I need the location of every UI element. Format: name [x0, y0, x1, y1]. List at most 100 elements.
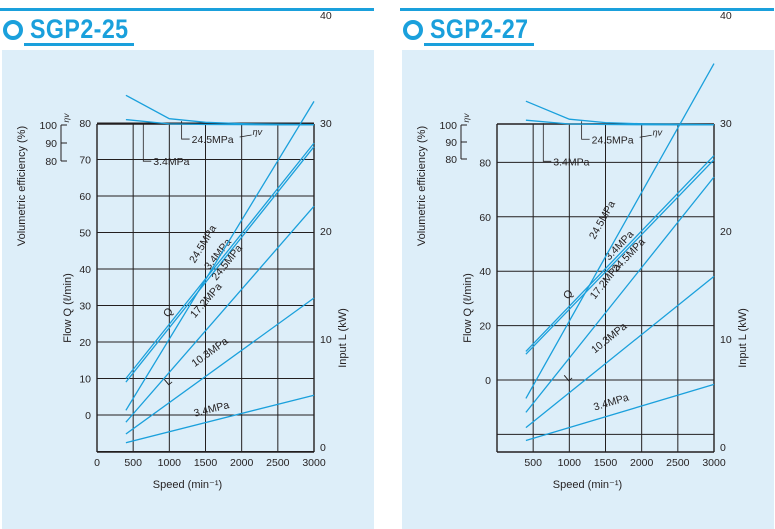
y-flow-tick-label: 80: [479, 157, 491, 169]
series-label-power: 3.4MPa: [592, 392, 630, 414]
y-flow-tick-label: 30: [79, 301, 91, 313]
x-axis-label: Speed (min⁻¹): [553, 479, 622, 491]
y-power-tick-label: 0: [320, 442, 326, 454]
y-flow-tick-label: 60: [479, 212, 491, 224]
y-flow-tick-label: 0: [85, 410, 91, 422]
y-power-tick-label: 20: [320, 226, 332, 238]
series-label-efficiency: 3.4MPa: [553, 156, 589, 168]
y-flow-axis-label: Flow Q (ℓ/min): [462, 273, 474, 343]
efficiency-callout-line: [581, 121, 590, 140]
y-power-axis-label: Input L (kW): [337, 308, 349, 368]
panel-title: SGP2-25: [30, 14, 129, 44]
x-tick-label: 500: [124, 457, 142, 469]
x-tick-label: 1500: [194, 457, 218, 469]
series-line-efficiency: [125, 94, 315, 126]
y-flow-tick-label: 20: [79, 337, 91, 349]
x-tick-label: 2000: [230, 457, 254, 469]
series-label-efficiency: 3.4MPa: [153, 156, 189, 168]
y-flow-tick-label: 40: [79, 264, 91, 276]
y-power-axis-label: Input L (kW): [737, 308, 749, 368]
x-tick-label: 2500: [266, 457, 290, 469]
y-power-tick-label: 40: [720, 10, 732, 22]
curve-label-l: L: [562, 371, 574, 384]
series-label-power: 24.5MPa: [587, 199, 618, 242]
series-line-power: [525, 383, 715, 442]
series-line-flow: [125, 142, 315, 379]
y-eff-axis-label: Volumetric efficiency (%): [16, 126, 28, 246]
series-label-power: 3.4MPa: [193, 399, 231, 420]
y-eff-tick-label: 80: [45, 156, 57, 168]
y-flow-tick-label: 60: [79, 191, 91, 203]
y-power-tick-label: 0: [720, 442, 726, 454]
series-line-power: [125, 394, 315, 444]
title-rule: [400, 8, 774, 11]
y-eff-symbol: ηv: [461, 113, 471, 123]
panel-sgp2-25: SGP2-25 0 500 1000 1500 2000 2500 3000 Speed (m…: [0, 0, 374, 529]
y-eff-tick-label: 100: [39, 120, 57, 132]
title-underline: [424, 43, 534, 46]
series-line-power: [125, 205, 315, 423]
series-line-power: [525, 176, 715, 413]
title-underline: [24, 43, 134, 46]
curve-label-l: L: [162, 375, 174, 388]
panel-title-bar: SGP2-27: [400, 0, 774, 46]
series-line-power: [125, 297, 315, 435]
series-line-flow: [525, 159, 715, 355]
x-tick-label: 1500: [594, 457, 618, 469]
series-label-efficiency: 24.5MPa: [192, 134, 234, 146]
curve-label-q: Q: [561, 287, 576, 302]
x-tick-label: 3000: [302, 457, 326, 469]
series-label-eff-symbol: ηv: [653, 127, 663, 137]
y-eff-tick-label: 100: [439, 120, 457, 132]
panel-title: SGP2-27: [430, 14, 529, 44]
series-label-power: 10.3MPa: [189, 335, 230, 369]
series-line-power: [125, 101, 315, 411]
y-flow-tick-label: 80: [79, 118, 91, 130]
x-tick-label: 1000: [158, 457, 182, 469]
series-label-eff-symbol: ηv: [253, 127, 263, 137]
y-flow-tick-label: 40: [479, 266, 491, 278]
efficiency-callout-line: [542, 123, 552, 162]
chart-background: [2, 50, 374, 529]
panel-sgp2-27: SGP2-27 500 1000 1500 2000 2500 3000 Speed (mi…: [400, 0, 774, 529]
series-line-flow: [525, 155, 715, 352]
y-power-tick-label: 30: [720, 118, 732, 130]
x-tick-label: 0: [94, 457, 100, 469]
y-power-tick-label: 30: [320, 118, 332, 130]
efficiency-callout-line: [181, 121, 190, 140]
y-eff-axis-label: Volumetric efficiency (%): [416, 126, 428, 246]
y-power-tick-label: 40: [320, 10, 332, 22]
y-power-tick-label: 10: [720, 334, 732, 346]
y-flow-axis-label: Flow Q (ℓ/min): [62, 273, 74, 343]
x-tick-label: 2000: [630, 457, 654, 469]
efficiency-callout-line: [142, 123, 152, 162]
x-tick-label: 1000: [558, 457, 582, 469]
title-rule: [0, 8, 374, 11]
circle-bullet-icon: [3, 20, 23, 40]
y-power-tick-label: 20: [720, 226, 732, 238]
efficiency-symbol-leader: [239, 134, 252, 138]
series-line-efficiency: [525, 119, 714, 126]
series-line-efficiency: [125, 118, 314, 126]
series-line-power: [525, 63, 715, 399]
y-power-tick-label: 10: [320, 334, 332, 346]
y-flow-tick-label: 0: [485, 375, 491, 387]
series-line-flow: [125, 146, 315, 383]
y-eff-tick-label: 90: [445, 137, 457, 149]
y-flow-tick-label: 10: [79, 374, 91, 386]
y-eff-symbol: ηv: [61, 113, 71, 123]
circle-bullet-icon: [403, 20, 423, 40]
y-flow-tick-label: 50: [79, 228, 91, 240]
x-tick-label: 500: [524, 457, 542, 469]
series-label-efficiency: 24.5MPa: [592, 134, 634, 146]
x-axis-label: Speed (min⁻¹): [153, 479, 222, 491]
y-eff-tick-label: 80: [445, 154, 457, 166]
y-flow-tick-label: 20: [479, 321, 491, 333]
x-tick-label: 3000: [702, 457, 726, 469]
efficiency-symbol-leader: [639, 134, 652, 138]
y-flow-tick-label: 70: [79, 155, 91, 167]
x-tick-label: 2500: [666, 457, 690, 469]
y-eff-tick-label: 90: [45, 138, 57, 150]
